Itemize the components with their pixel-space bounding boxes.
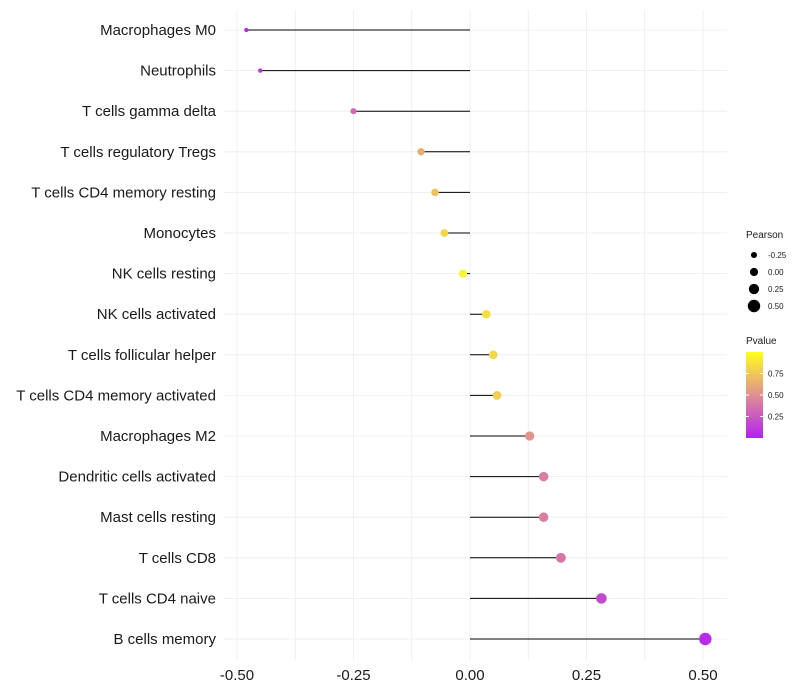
data-point	[525, 431, 535, 441]
data-point	[482, 309, 491, 319]
data-point	[440, 229, 449, 237]
data-point	[538, 471, 549, 482]
data-point	[538, 512, 549, 522]
category-label: T cells CD4 memory activated	[16, 387, 216, 404]
category-label: Dendritic cells activated	[58, 469, 216, 486]
color-legend-label: 0.75	[768, 370, 784, 379]
color-legend-label: 0.50	[768, 391, 784, 400]
size-legend-dot	[750, 251, 758, 259]
data-point	[244, 27, 249, 33]
data-point	[488, 350, 498, 360]
size-legend-label: -0.25	[768, 251, 787, 260]
size-legend-title: Pearson	[746, 230, 783, 241]
data-point	[555, 552, 566, 563]
x-tick-label: 0.00	[455, 667, 484, 684]
size-legend-dot	[749, 267, 759, 277]
category-label: Macrophages M2	[100, 428, 216, 445]
x-tick-label: 0.50	[688, 667, 717, 684]
category-label: Macrophages M0	[100, 22, 216, 39]
color-legend-bar	[746, 352, 763, 438]
category-label: Neutrophils	[140, 63, 216, 80]
stems	[246, 29, 706, 640]
category-label: NK cells activated	[97, 306, 216, 323]
x-tick-label: 0.25	[572, 667, 601, 684]
category-label: Monocytes	[143, 225, 216, 242]
category-label: T cells CD4 memory resting	[31, 184, 216, 201]
color-legend: Pvalue 0.75 0.50 0.25	[746, 336, 784, 438]
category-label: T cells gamma delta	[82, 103, 217, 120]
data-point	[258, 68, 263, 73]
grid-lines	[224, 10, 727, 660]
category-label: NK cells resting	[112, 266, 216, 283]
category-label: Mast cells resting	[100, 509, 216, 526]
x-axis-ticks: -0.50 -0.25 0.00 0.25 0.50	[220, 667, 718, 684]
x-tick-label: -0.50	[220, 667, 254, 684]
category-label: T cells CD4 naive	[99, 590, 216, 607]
data-point	[699, 632, 712, 646]
data-point	[350, 108, 357, 115]
category-label: B cells memory	[113, 631, 216, 648]
data-point	[431, 188, 439, 197]
data-point	[417, 148, 425, 156]
size-legend: Pearson -0.25 0.00 0.25 0.50	[746, 230, 787, 313]
x-tick-label: -0.25	[336, 667, 370, 684]
data-point	[492, 391, 502, 400]
category-label: T cells follicular helper	[68, 347, 216, 364]
data-point	[596, 593, 607, 604]
color-legend-label: 0.25	[768, 413, 784, 422]
size-legend-dot	[748, 283, 760, 295]
category-label: T cells regulatory Tregs	[60, 144, 216, 161]
size-legend-dot	[747, 299, 761, 313]
points	[244, 27, 712, 646]
size-legend-label: 0.25	[768, 285, 784, 294]
color-legend-title: Pvalue	[746, 336, 777, 347]
size-legend-label: 0.50	[768, 302, 784, 311]
data-point	[458, 269, 468, 278]
category-labels: Macrophages M0 Neutrophils T cells gamma d…	[16, 22, 216, 648]
size-legend-label: 0.00	[768, 268, 784, 277]
category-label: T cells CD8	[139, 550, 216, 567]
